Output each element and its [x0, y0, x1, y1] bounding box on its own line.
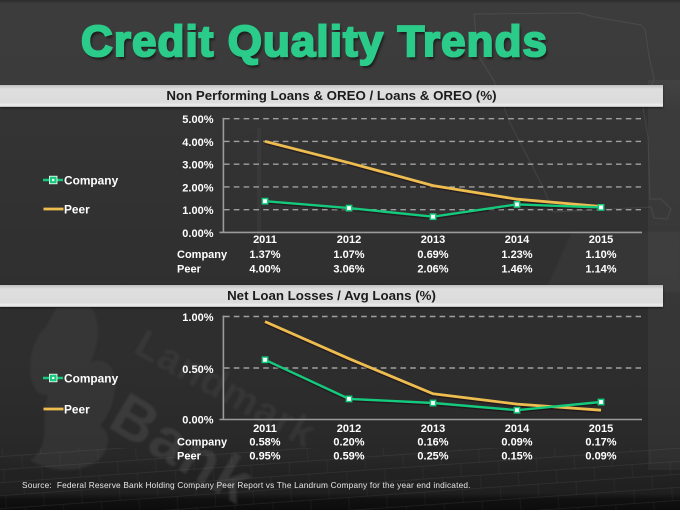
svg-text:Peer: Peer	[177, 263, 202, 275]
svg-text:1.10%: 1.10%	[585, 249, 616, 261]
svg-text:2014: 2014	[505, 423, 530, 435]
svg-text:1.00%: 1.00%	[182, 205, 213, 217]
svg-text:2.06%: 2.06%	[417, 263, 448, 275]
svg-text:1.37%: 1.37%	[249, 249, 280, 261]
svg-text:1.00%: 1.00%	[182, 312, 213, 324]
svg-text:Peer: Peer	[64, 403, 90, 417]
svg-text:Company: Company	[64, 372, 119, 386]
svg-text:3.06%: 3.06%	[333, 263, 364, 275]
svg-text:0.00%: 0.00%	[182, 228, 213, 240]
svg-text:2011: 2011	[253, 423, 277, 435]
svg-text:4.00%: 4.00%	[182, 137, 213, 149]
svg-text:0.00%: 0.00%	[182, 415, 213, 427]
svg-text:1.07%: 1.07%	[333, 249, 364, 261]
svg-text:0.50%: 0.50%	[182, 364, 213, 376]
svg-text:1.14%: 1.14%	[585, 263, 616, 275]
svg-text:2014: 2014	[505, 234, 530, 246]
svg-text:Company: Company	[177, 437, 228, 449]
svg-text:0.15%: 0.15%	[501, 451, 532, 463]
svg-text:2.00%: 2.00%	[182, 182, 213, 194]
svg-text:1.23%: 1.23%	[501, 249, 532, 261]
svg-text:0.69%: 0.69%	[417, 249, 448, 261]
svg-text:0.25%: 0.25%	[417, 451, 448, 463]
svg-text:0.09%: 0.09%	[585, 451, 616, 463]
svg-text:0.20%: 0.20%	[333, 437, 364, 449]
svg-text:0.58%: 0.58%	[249, 437, 280, 449]
svg-text:0.17%: 0.17%	[585, 437, 616, 449]
svg-text:2015: 2015	[589, 423, 613, 435]
svg-text:Peer: Peer	[177, 451, 202, 463]
svg-text:0.95%: 0.95%	[249, 451, 280, 463]
svg-text:Company: Company	[64, 174, 119, 188]
svg-text:2011: 2011	[253, 234, 277, 246]
svg-text:Company: Company	[177, 249, 228, 261]
svg-text:2013: 2013	[421, 423, 445, 435]
svg-text:Peer: Peer	[64, 203, 90, 217]
svg-text:2013: 2013	[421, 234, 445, 246]
svg-text:2012: 2012	[337, 423, 361, 435]
svg-text:1.46%: 1.46%	[501, 263, 532, 275]
svg-text:2015: 2015	[589, 234, 613, 246]
svg-text:0.16%: 0.16%	[417, 437, 448, 449]
svg-text:0.09%: 0.09%	[501, 437, 532, 449]
svg-text:4.00%: 4.00%	[249, 263, 280, 275]
svg-text:5.00%: 5.00%	[182, 114, 213, 126]
svg-text:2012: 2012	[337, 234, 361, 246]
svg-text:3.00%: 3.00%	[182, 160, 213, 172]
svg-text:0.59%: 0.59%	[333, 451, 364, 463]
